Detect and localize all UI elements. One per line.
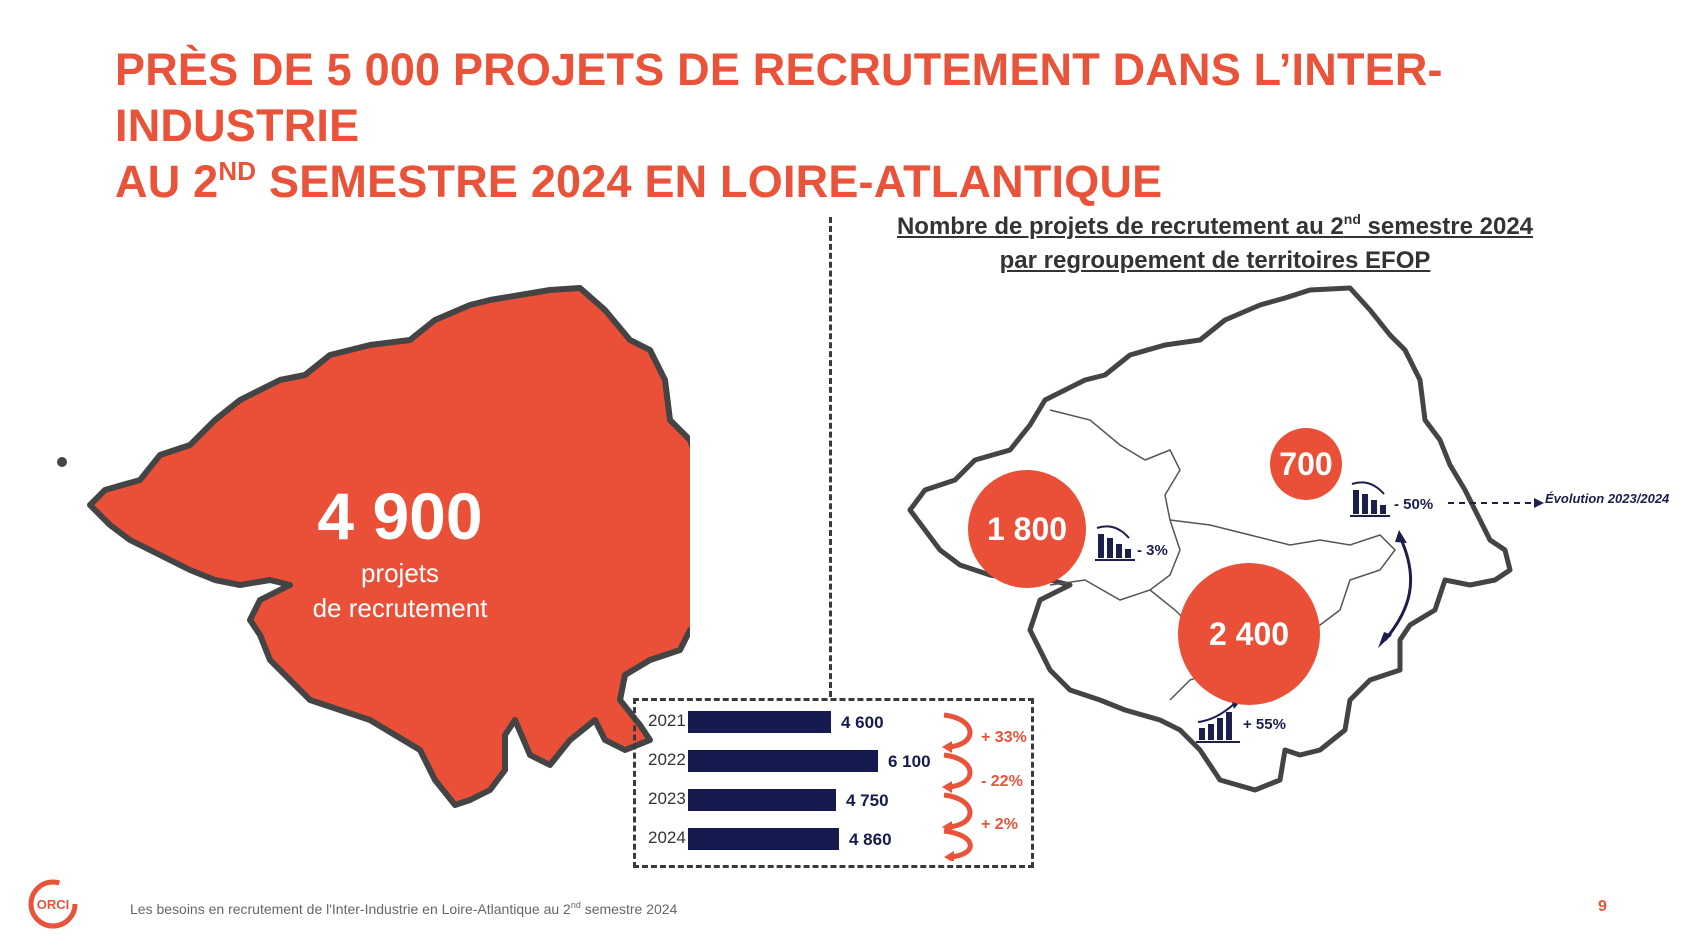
change-2022-2023: - 22%	[981, 773, 1023, 790]
year-bar	[688, 750, 878, 772]
zone-south-evolution: + 55%	[1243, 716, 1286, 733]
page-number: 9	[1598, 898, 1607, 915]
year-value: 6 100	[888, 752, 931, 771]
legend-dashed-arrow	[1448, 498, 1544, 508]
bar-chart-down-icon	[1350, 481, 1390, 517]
year-bar	[688, 828, 839, 850]
zone-west-evolution: - 3%	[1137, 542, 1168, 559]
territory-border-1	[1049, 409, 1181, 601]
evolution-arrow-head-up	[1395, 530, 1407, 543]
evolution-legend-label: Évolution 2023/2024	[1545, 491, 1670, 506]
zone-south-bubble: 2 400	[1178, 563, 1320, 705]
year-label: 2023	[648, 789, 686, 808]
total-projects-value: 4 900	[317, 479, 483, 553]
bar-chart-down-icon	[1095, 525, 1135, 561]
year-bar	[688, 711, 831, 733]
year-label: 2022	[648, 750, 686, 769]
title-line-1: PRÈS DE 5 000 PROJETS DE RECRUTEMENT DAN…	[115, 44, 1443, 151]
caption-line-1: projets	[360, 558, 440, 588]
year-label: 2024	[648, 828, 686, 847]
zone-north-evolution: - 50%	[1394, 496, 1434, 513]
total-projects-caption: projets de recrutement	[270, 556, 530, 626]
year-value: 4 600	[841, 713, 884, 732]
year-label: 2021	[648, 711, 686, 730]
title-line-2-prefix: AU 2	[115, 156, 219, 207]
zone-north-bubble: 700	[1270, 428, 1342, 500]
year-value: 4 860	[849, 830, 892, 849]
zone-south-value: 2 400	[1208, 615, 1290, 652]
change-arrows-icon	[942, 712, 973, 861]
zone-west-bubble: 1 800	[968, 470, 1086, 588]
footer-text: Les besoins en recrutement de l'Inter-In…	[130, 900, 678, 918]
title-line-2-sup: ND	[218, 156, 257, 186]
year-value: 4 750	[846, 791, 889, 810]
bar-chart-up-icon	[1196, 702, 1240, 743]
logo-text: ORCI	[37, 897, 70, 912]
year-bar	[688, 789, 836, 811]
loire-atlantique-map	[57, 285, 690, 808]
zone-west-value: 1 800	[986, 510, 1068, 547]
yearly-bar-chart: 2021 4 600 2022 6 100 2023 4 750 2024 4 …	[633, 698, 1034, 868]
change-2023-2024: + 2%	[981, 816, 1018, 833]
change-2021-2022: + 33%	[981, 729, 1027, 746]
evolution-arrow-head-down	[1378, 632, 1392, 648]
territories-chart-title: Nombre de projets de recrutement au 2nd …	[885, 210, 1545, 278]
evolution-arrow	[1383, 536, 1413, 641]
department-shape	[87, 285, 690, 808]
territories-title-line-1: Nombre de projets de recrutement au 2nd …	[896, 211, 1534, 240]
page-title: PRÈS DE 5 000 PROJETS DE RECRUTEMENT DAN…	[115, 42, 1595, 210]
zone-north-value: 700	[1279, 445, 1333, 482]
territories-title-line-2: par regroupement de territoires EFOP	[999, 247, 1431, 274]
caption-line-2: de recrutement	[312, 593, 488, 623]
title-line-2-suffix: SEMESTRE 2024 EN LOIRE-ATLANTIQUE	[256, 156, 1163, 207]
department-outline	[907, 285, 1513, 793]
orci-logo: ORCI	[28, 879, 78, 929]
territories-map	[907, 285, 1513, 793]
section-divider	[829, 217, 832, 697]
island-dot	[57, 457, 67, 467]
